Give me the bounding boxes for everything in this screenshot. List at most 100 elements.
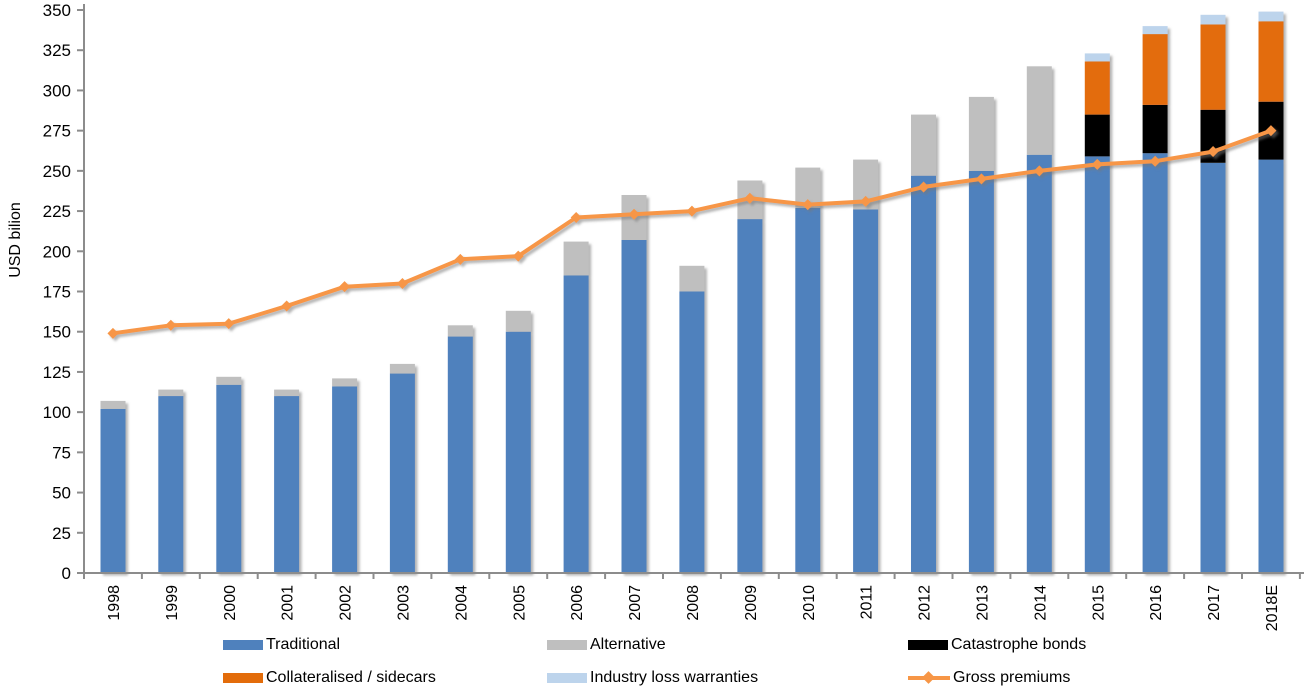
gross-premiums-line xyxy=(107,125,1277,339)
bar-segment xyxy=(737,219,763,573)
bar-2012 xyxy=(911,114,936,573)
bar-segment xyxy=(968,96,994,171)
x-tick-label: 2004 xyxy=(453,585,470,621)
line-marker-diamond-icon xyxy=(339,281,351,293)
x-tick-label: 1998 xyxy=(106,585,123,621)
x-tick-label: 2006 xyxy=(569,585,586,621)
bar-2000 xyxy=(216,376,242,573)
x-tick-label: 2001 xyxy=(280,585,297,621)
bar-2008 xyxy=(679,265,705,573)
line-marker-diamond-icon xyxy=(1033,165,1045,177)
bar-segment xyxy=(274,396,300,573)
x-tick-label: 2007 xyxy=(627,585,644,621)
x-tick-label: 2010 xyxy=(801,585,818,621)
line-marker-diamond-icon xyxy=(165,319,177,331)
bar-segment xyxy=(274,389,300,396)
bar-segment xyxy=(679,291,705,573)
bar-segment xyxy=(1258,11,1284,22)
line-marker-diamond-icon xyxy=(860,195,872,207)
bar-2007 xyxy=(621,195,647,573)
bar-2013 xyxy=(968,96,994,573)
line-marker-diamond-icon xyxy=(918,181,930,193)
bar-segment xyxy=(563,241,589,276)
y-tick-label: 0 xyxy=(62,564,71,583)
line-marker-diamond-icon xyxy=(628,208,640,220)
bar-2018E xyxy=(1258,11,1284,573)
bar-2011 xyxy=(853,159,879,573)
bar-2003 xyxy=(389,363,415,573)
bar-segment xyxy=(1142,104,1168,154)
bar-2017 xyxy=(1200,14,1226,574)
line-marker-diamond-icon xyxy=(281,300,293,312)
y-tick-label: 175 xyxy=(43,283,71,302)
x-tick-label: 2002 xyxy=(338,585,355,621)
x-tick-label: 2009 xyxy=(743,585,760,621)
bar-1999 xyxy=(158,389,184,573)
bar-segment xyxy=(1200,24,1226,110)
axes-group: 0 25 50 75 100 125 150 175 200 225 250 275 300 325 350… xyxy=(43,1,1304,631)
x-tick-label: 2016 xyxy=(1148,585,1165,621)
bar-2004 xyxy=(447,325,473,573)
bar-2002 xyxy=(332,378,358,573)
line-marker-diamond-icon xyxy=(454,253,466,265)
bar-1998 xyxy=(100,400,126,573)
bar-2009 xyxy=(737,180,763,573)
bar-segment xyxy=(968,170,994,573)
line-marker-diamond-icon xyxy=(975,173,987,185)
x-tick-label: 2014 xyxy=(1032,585,1049,621)
bar-segment xyxy=(1200,162,1226,574)
y-tick-label: 50 xyxy=(52,484,71,503)
line-marker-diamond-icon xyxy=(1149,155,1161,167)
line-marker-diamond-icon xyxy=(1265,125,1277,137)
bar-segment xyxy=(1084,53,1110,62)
y-tick-label: 75 xyxy=(52,443,71,462)
bar-segment xyxy=(447,336,473,573)
bar-segment xyxy=(1258,21,1284,102)
bar-segment xyxy=(332,386,358,573)
line-marker-diamond-icon xyxy=(223,318,235,330)
bar-segment xyxy=(1084,114,1110,157)
bars-group xyxy=(100,11,1284,574)
bar-segment xyxy=(1084,61,1110,115)
y-tick-label: 100 xyxy=(43,403,71,422)
bar-segment xyxy=(100,400,126,409)
y-tick-label: 150 xyxy=(43,323,71,342)
x-tick-label: 2018E xyxy=(1264,585,1281,631)
bar-segment xyxy=(100,408,126,573)
bar-segment xyxy=(1142,34,1168,105)
x-tick-label: 2012 xyxy=(917,585,934,621)
bar-segment xyxy=(505,310,531,332)
bar-segment xyxy=(621,240,647,573)
x-tick-label: 2005 xyxy=(511,585,528,621)
y-tick-label: 225 xyxy=(43,202,71,221)
bar-segment xyxy=(332,378,358,387)
y-tick-label: 350 xyxy=(43,1,71,20)
bar-segment xyxy=(447,325,473,337)
line-marker-diamond-icon xyxy=(686,205,698,217)
x-tick-label: 2013 xyxy=(974,585,991,621)
line-marker-diamond-icon xyxy=(570,212,582,224)
bar-segment xyxy=(1026,154,1052,574)
bar-segment xyxy=(216,376,242,385)
bar-segment xyxy=(158,389,184,396)
bar-2014 xyxy=(1026,66,1052,574)
bar-segment xyxy=(911,114,936,176)
x-tick-label: 2017 xyxy=(1206,585,1223,621)
bar-segment xyxy=(795,207,821,573)
bar-segment xyxy=(1026,66,1052,155)
x-tick-label: 2008 xyxy=(685,585,702,621)
y-tick-label: 300 xyxy=(43,81,71,100)
x-tick-label: 2011 xyxy=(859,585,876,620)
bar-segment xyxy=(679,265,705,292)
y-axis-title: USD bilion xyxy=(7,202,24,278)
y-tick-label: 250 xyxy=(43,162,71,181)
bar-segment xyxy=(389,373,415,573)
bar-segment xyxy=(505,331,531,573)
bar-2001 xyxy=(274,389,300,573)
line-marker-diamond-icon xyxy=(107,327,119,339)
bar-2006 xyxy=(563,241,589,573)
bar-segment xyxy=(1200,14,1226,25)
bar-segment xyxy=(1258,159,1284,573)
